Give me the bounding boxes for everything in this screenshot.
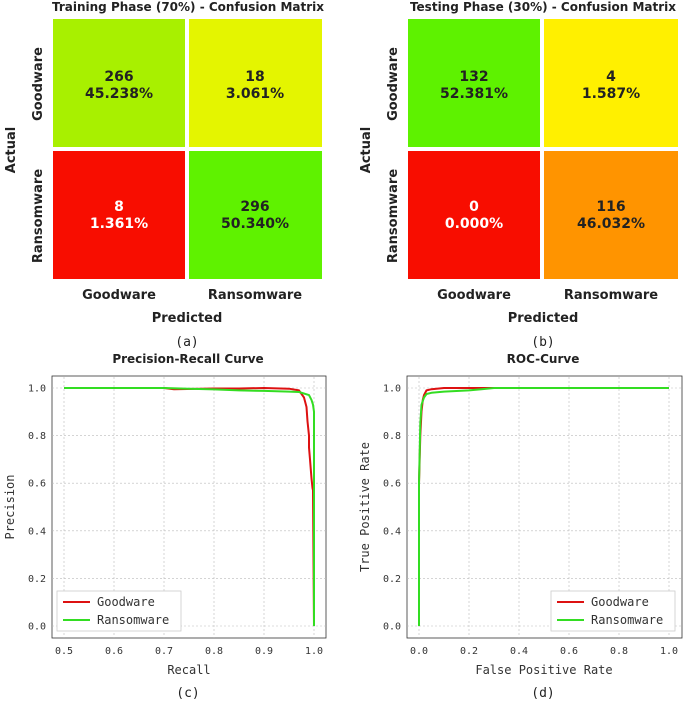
testing-x-axis-label: Predicted [508,311,579,326]
training-y-axis-label: Actual [4,127,19,173]
pr-lines [64,387,315,627]
testing-y-tick-ransomware: Ransomware [386,169,401,263]
training-count-goodware-goodware: 266 [104,69,133,85]
training-cell-goodware-goodware [51,17,187,149]
roc-x-tick-label: 0.6 [560,646,578,657]
caption-b: (b) [531,335,554,350]
roc-x-tick-label: 0.8 [610,646,628,657]
training-cell-goodware-ransomware [187,17,324,149]
roc-legend-label-ransomware: Ransomware [591,613,663,627]
roc-legend-box [550,590,676,632]
training-x-axis-label: Predicted [152,311,223,326]
testing-y-axis-label: Actual [359,127,374,173]
training-count-ransomware-ransomware: 296 [240,199,269,215]
caption-a: (a) [175,335,198,350]
training-percent-goodware-ransomware: 3.061% [226,86,284,102]
pr-ticks: 0.5 0.6 0.7 0.8 0.9 1.0 0.0 0.2 0.4 0.6 0.8 1.0 [28,384,323,658]
caption-d: (d) [531,686,554,701]
training-y-tick-goodware: Goodware [31,47,46,121]
testing-percent-goodware-ransomware: 1.587% [582,86,640,102]
roc-lines [418,387,669,626]
roc-y-tick-label: 0.0 [383,622,401,633]
testing-count-goodware-goodware: 132 [459,69,488,85]
training-cell-ransomware-ransomware [187,149,324,281]
pr-y-tick-label: 0.6 [28,479,46,490]
roc-legend-label-goodware: Goodware [591,595,649,609]
pr-y-tick-label: 0.4 [28,526,46,537]
training-percent-goodware-goodware: 45.238% [85,86,153,102]
testing-matrix-title: Testing Phase (30%) - Confusion Matrix [410,0,676,14]
pr-y-tick-label: 0.2 [28,574,46,585]
testing-y-tick-goodware: Goodware [386,47,401,121]
testing-cell-ransomware-goodware [406,149,542,281]
pr-y-axis-label: Precision [3,474,17,539]
testing-cell-goodware-goodware [406,17,542,149]
pr-y-tick-label: 0.8 [28,431,46,442]
pr-legend-label-ransomware: Ransomware [97,613,169,627]
pr-legend-label-goodware: Goodware [97,595,155,609]
pr-legend: Goodware Ransomware [56,590,182,632]
testing-cell-goodware-ransomware [542,17,680,149]
roc-ticks: 0.0 0.2 0.4 0.6 0.8 1.0 0.0 0.2 0.4 0.6 0.8 1.0 [383,384,678,658]
roc-chart: ROC-Curve 0.0 0.2 0.4 0.6 0.8 1.0 0.0 0.2 0.4 0.6… [358,352,683,701]
roc-series-ransomware [418,387,669,626]
training-count-ransomware-goodware: 8 [114,199,124,215]
testing-count-goodware-ransomware: 4 [606,69,616,85]
training-x-tick-goodware: Goodware [82,288,156,303]
roc-y-tick-label: 0.4 [383,526,401,537]
pr-x-tick-label: 0.9 [255,646,273,657]
training-percent-ransomware-goodware: 1.361% [90,216,148,232]
testing-percent-goodware-goodware: 52.381% [440,86,508,102]
roc-legend: Goodware Ransomware [550,590,676,632]
training-cell-ransomware-goodware [51,149,187,281]
testing-confusion-matrix: Testing Phase (30%) - Confusion Matrix 1… [359,0,680,350]
testing-count-ransomware-goodware: 0 [469,199,479,215]
testing-percent-ransomware-ransomware: 46.032% [577,216,645,232]
pr-x-axis-label: Recall [167,663,210,677]
training-count-goodware-ransomware: 18 [245,69,264,85]
roc-y-tick-label: 0.6 [383,479,401,490]
pr-x-tick-label: 0.8 [205,646,223,657]
testing-percent-ransomware-goodware: 0.000% [445,216,503,232]
testing-cell-ransomware-ransomware [542,149,680,281]
pr-x-tick-label: 0.7 [155,646,173,657]
roc-y-axis-label: True Positive Rate [358,442,372,572]
pr-x-tick-label: 0.5 [55,646,73,657]
roc-x-tick-label: 0.2 [460,646,478,657]
roc-x-tick-label: 0.0 [410,646,428,657]
pr-series-ransomware [64,387,315,626]
training-confusion-matrix: Training Phase (70%) - Confusion Matrix … [4,0,324,350]
testing-x-tick-goodware: Goodware [437,288,511,303]
roc-x-axis-label: False Positive Rate [475,663,612,677]
pr-x-tick-label: 0.6 [105,646,123,657]
pr-x-tick-label: 1.0 [305,646,323,657]
training-matrix-title: Training Phase (70%) - Confusion Matrix [52,0,324,14]
roc-y-tick-label: 0.8 [383,431,401,442]
roc-y-tick-label: 0.2 [383,574,401,585]
testing-count-ransomware-ransomware: 116 [596,199,625,215]
testing-x-tick-ransomware: Ransomware [564,288,658,303]
roc-title: ROC-Curve [507,352,580,366]
caption-c: (c) [176,686,199,701]
pr-title: Precision-Recall Curve [112,352,263,366]
pr-y-tick-label: 0.0 [28,622,46,633]
precision-recall-chart: Precision-Recall Curve 0.5 0.6 0.7 0.8 0.9 1.… [3,352,327,701]
training-x-tick-ransomware: Ransomware [208,288,302,303]
roc-x-tick-label: 0.4 [510,646,528,657]
roc-x-tick-label: 1.0 [660,646,678,657]
training-y-tick-ransomware: Ransomware [31,169,46,263]
roc-y-tick-label: 1.0 [383,384,401,395]
pr-y-tick-label: 1.0 [28,384,46,395]
pr-legend-box [56,590,182,632]
training-percent-ransomware-ransomware: 50.340% [221,216,289,232]
